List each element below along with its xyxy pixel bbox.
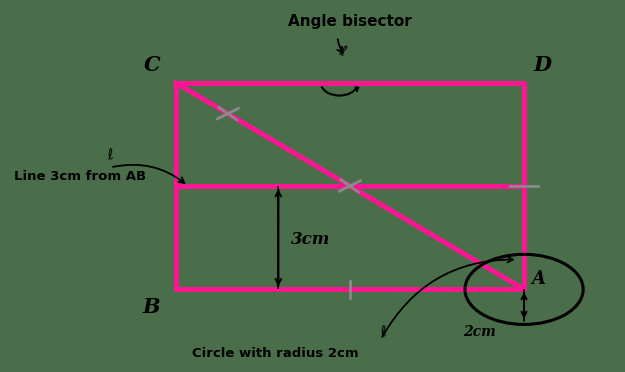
Text: $\ell$: $\ell$ xyxy=(105,147,116,163)
Text: 3cm: 3cm xyxy=(291,231,330,248)
Text: D: D xyxy=(533,55,551,75)
Text: C: C xyxy=(143,55,160,75)
Text: $\ell$: $\ell$ xyxy=(379,324,389,340)
Text: $\ell$: $\ell$ xyxy=(336,43,349,60)
Text: A: A xyxy=(531,270,546,288)
Text: Circle with radius 2cm: Circle with radius 2cm xyxy=(192,347,359,360)
Text: Line 3cm from AB: Line 3cm from AB xyxy=(14,170,146,183)
Text: B: B xyxy=(142,297,160,317)
Text: Angle bisector: Angle bisector xyxy=(288,14,412,29)
Text: 2cm: 2cm xyxy=(463,325,496,339)
